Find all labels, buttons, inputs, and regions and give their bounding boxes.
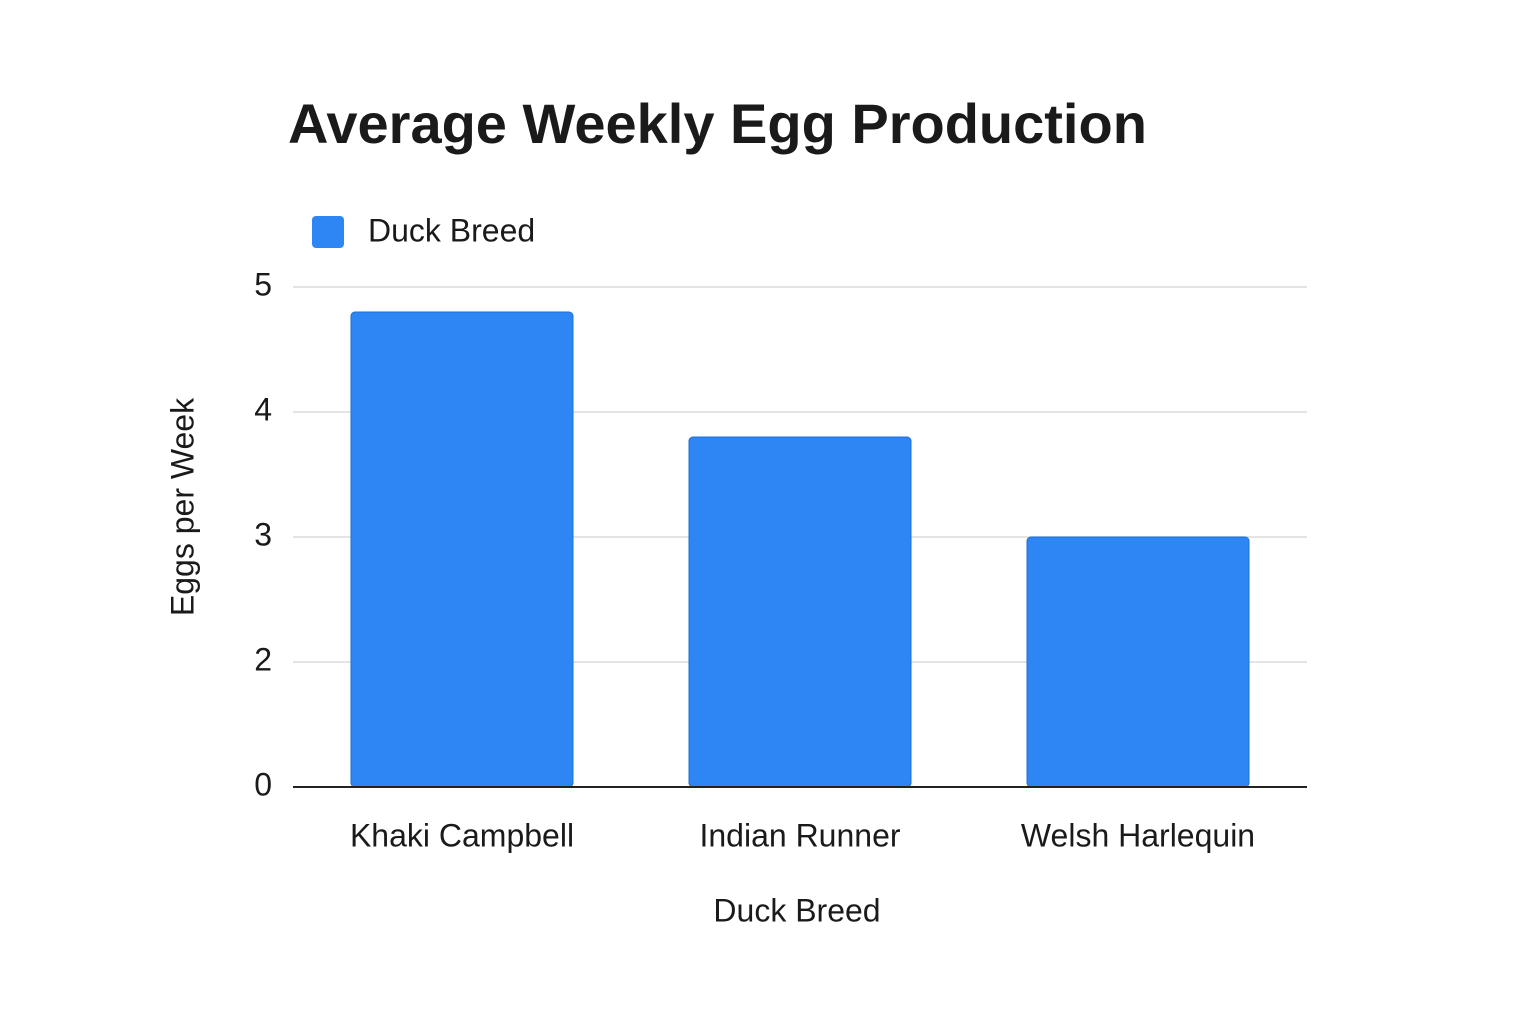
bar: [1026, 536, 1250, 788]
y-tick-label: 2: [254, 641, 272, 677]
y-tick-label: 4: [254, 391, 272, 427]
x-tick-label: Welsh Harlequin: [1021, 817, 1255, 853]
bar: [350, 311, 574, 788]
y-tick-label: 0: [254, 766, 272, 802]
bar: [688, 436, 912, 788]
legend-swatch: [312, 216, 344, 248]
y-tick-label: 5: [254, 266, 272, 302]
chart-title: Average Weekly Egg Production: [288, 92, 1147, 155]
x-tick-label: Indian Runner: [699, 817, 900, 853]
y-tick-label: 3: [254, 516, 272, 552]
y-axis-title: Eggs per Week: [164, 397, 200, 616]
x-axis-title: Duck Breed: [713, 892, 880, 928]
legend-label: Duck Breed: [368, 212, 535, 248]
x-tick-label: Khaki Campbell: [350, 817, 574, 853]
